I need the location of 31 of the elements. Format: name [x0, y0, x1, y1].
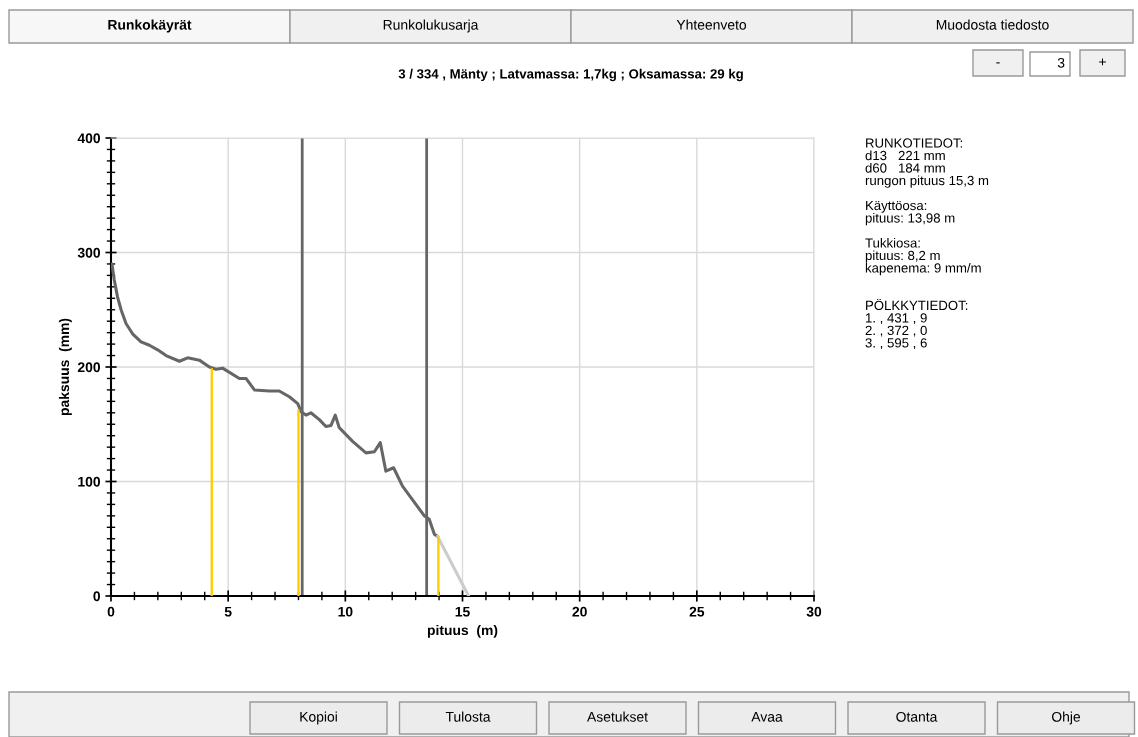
text: Ohje: [1051, 711, 1081, 725]
y-tick-label: 100: [78, 476, 101, 487]
x-axis-title: pituus (m): [427, 624, 498, 638]
y-tick-label: 200: [77, 362, 101, 373]
text: RUNKOTIEDOT: d13 221 mm d60 184 mm rungon pituus 15,3 m Käyttöosa: pituus: 13,98 m Tukkiosa: pituus: 8,2 m kapenema: 9 mm/m PÖLKKYTIEDOT: 1. , 431 , 9 2. , 372 , 0 3. , 595 , 6: [865, 138, 989, 350]
text: Kopioi: [300, 711, 337, 725]
text: Tulosta: [445, 711, 491, 722]
x-tick-label: 5: [224, 606, 232, 617]
text: Runkokäyrät: [108, 19, 192, 33]
text: Yhteenveto: [676, 19, 747, 30]
text: 3: [1057, 57, 1065, 68]
text: Asetukset: [587, 711, 648, 722]
y-tick-label: 400: [77, 133, 101, 144]
text: Avaa: [751, 712, 783, 722]
chart-title: 3 / 334 , Mänty ; Latvamassa: 1,7kg ; Oksamassa: 29 kg: [398, 68, 743, 82]
x-tick-label: 0: [107, 606, 115, 617]
x-tick-label: 20: [572, 606, 587, 617]
x-tick-label: 10: [338, 606, 353, 617]
x-tick-label: 15: [455, 606, 470, 617]
text: Runkolukusarja: [383, 19, 479, 33]
text: -: [996, 62, 1000, 64]
y-tick-label: 0: [93, 591, 101, 602]
text: Muodosta tiedosto: [936, 19, 1049, 30]
y-tick-label: 300: [77, 247, 101, 258]
x-tick-label: 25: [689, 606, 705, 617]
bar: [297, 409, 300, 596]
text: Otanta: [896, 711, 938, 722]
x-tick-label: 30: [806, 606, 822, 617]
y-axis-title: paksuus (mm): [58, 318, 72, 416]
bar: [437, 536, 440, 596]
text: +: [1099, 58, 1106, 66]
